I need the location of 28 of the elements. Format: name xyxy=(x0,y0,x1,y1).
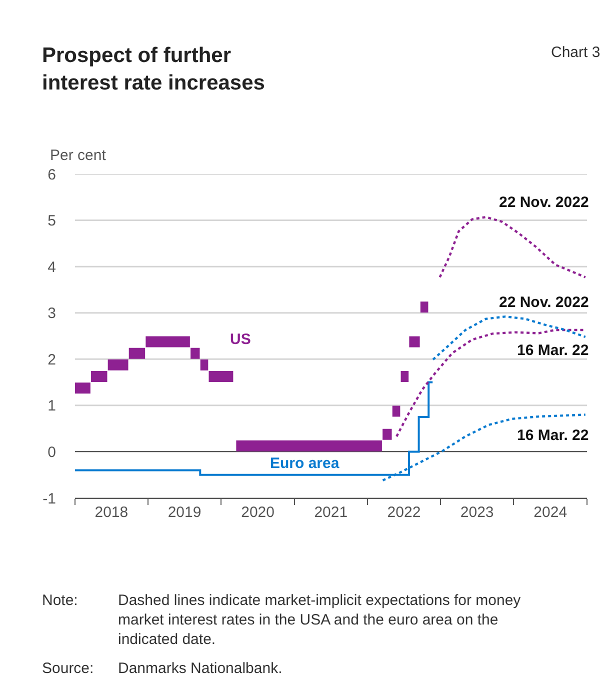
series-label: 22 Nov. 2022 xyxy=(499,194,589,211)
line-series xyxy=(432,315,586,361)
x-tick-label: 2018 xyxy=(94,504,128,521)
text: Source: Danmarks Nationalbank. xyxy=(42,660,282,677)
y-tick-label: 4 xyxy=(48,258,56,276)
caption: Chart 3 xyxy=(551,44,600,61)
y-tick-label: 3 xyxy=(48,305,56,322)
y-tick-label: 0 xyxy=(48,444,56,461)
series-label: 22 Nov. 2022 xyxy=(499,294,589,311)
series-label: US xyxy=(230,331,251,348)
x-tick-label: 2021 xyxy=(314,504,348,521)
x-tick-label: 2023 xyxy=(460,504,494,521)
x-tick-label: 2022 xyxy=(387,504,421,521)
y-axis-title: Per cent xyxy=(50,147,107,164)
series-label: 16 Mar. 22 xyxy=(517,427,589,444)
chart-title: Prospect of further interest rate increases xyxy=(42,44,265,94)
series-label: Euro area xyxy=(270,455,340,472)
line-series xyxy=(438,216,586,278)
y-tick-label: -1 xyxy=(42,490,56,508)
text: Note: Dashed lines indicate market-implicit expectations for money market interest rates in the USA and the euro area on the indicated date. xyxy=(42,592,521,648)
x-tick-label: 2024 xyxy=(534,504,568,521)
series-label: 16 Mar. 22 xyxy=(517,342,589,359)
y-tick-label: 1 xyxy=(48,398,56,415)
y-tick-label: 6 xyxy=(48,166,56,184)
y-tick-label: 2 xyxy=(48,351,56,368)
y-tick-label: 5 xyxy=(48,212,56,230)
x-tick-label: 2019 xyxy=(168,504,202,521)
x-tick-label: 2020 xyxy=(241,504,274,521)
